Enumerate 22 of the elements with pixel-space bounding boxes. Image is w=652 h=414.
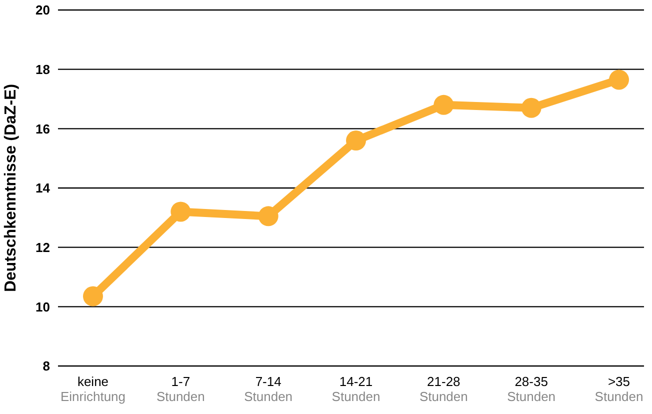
x-tick-label: 21-28 Stunden xyxy=(419,374,468,404)
x-tick-label: 1-7 Stunden xyxy=(156,374,205,404)
point xyxy=(521,98,542,118)
point xyxy=(609,70,629,90)
x-tick-label: keine Einrichtung xyxy=(60,374,126,404)
y-tick-label: 8 xyxy=(42,358,50,374)
x-tick-label: 7-14 Stunden xyxy=(244,374,293,404)
point xyxy=(346,130,366,151)
y-tick-label: 18 xyxy=(36,62,50,77)
x-tick-label: >35 Stunden xyxy=(594,374,644,404)
y-tick-label: 16 xyxy=(36,121,50,136)
point xyxy=(258,206,278,226)
y-tick-label: 12 xyxy=(36,240,50,255)
y-tick-label: 10 xyxy=(36,299,50,314)
point xyxy=(170,202,191,222)
point xyxy=(83,286,103,306)
y-tick-label: 20 xyxy=(36,2,50,18)
y-tick-label: 14 xyxy=(36,180,51,196)
x-tick-label: 14-21 Stunden xyxy=(332,374,380,404)
y-axis-title: Deutschkenntnisse (DaZ-E) xyxy=(2,84,20,292)
x-tick-label: 28-35 Stunden xyxy=(507,374,556,404)
point xyxy=(434,94,454,115)
